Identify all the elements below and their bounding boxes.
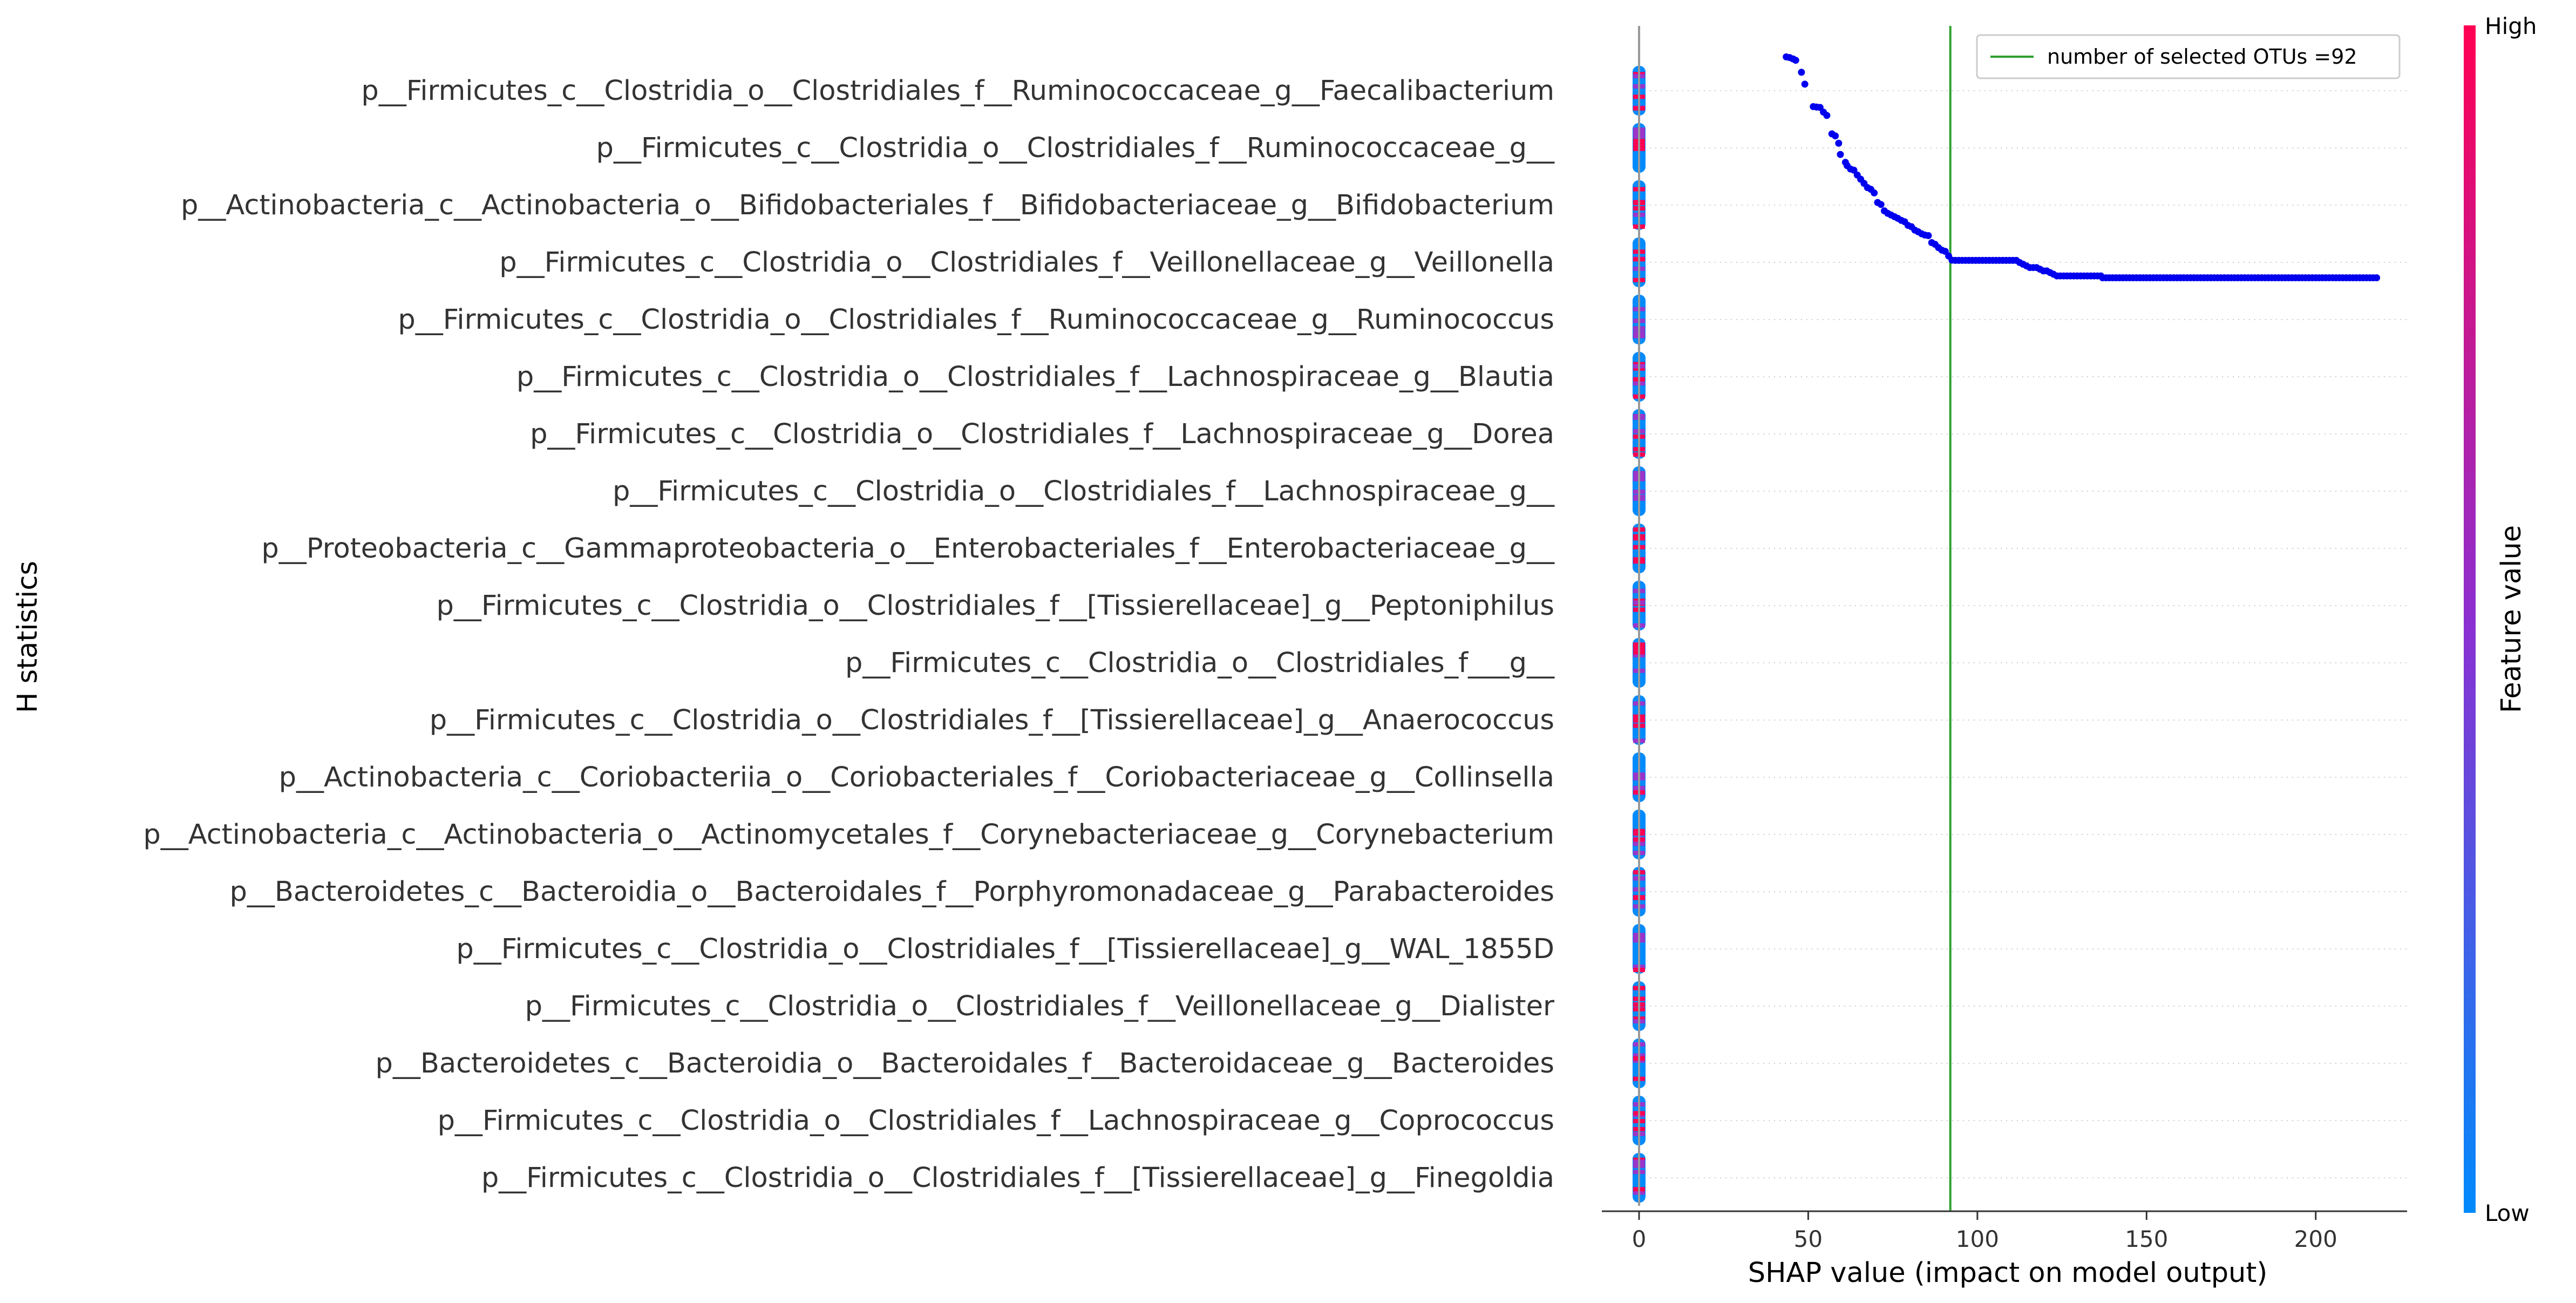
colorbar-gradient xyxy=(2464,25,2476,1213)
colorbar: High Low Feature value xyxy=(2464,13,2537,1226)
curve-point xyxy=(2373,274,2381,282)
colorbar-title: Feature value xyxy=(2496,525,2527,713)
y-axis-title: H statistics xyxy=(12,561,44,713)
feature-label: p__Firmicutes_c__Clostridia_o__Clostridi… xyxy=(525,990,1554,1022)
x-tick-label: 150 xyxy=(2125,1226,2168,1252)
curve-point xyxy=(1798,69,1805,76)
colorbar-high-label: High xyxy=(2485,13,2537,39)
feature-label: p__Firmicutes_c__Clostridia_o__Clostridi… xyxy=(530,418,1554,450)
feature-label: p__Firmicutes_c__Clostridia_o__Clostridi… xyxy=(398,304,1554,336)
feature-labels: p__Firmicutes_c__Clostridia_o__Clostridi… xyxy=(143,75,1554,1194)
curve-point xyxy=(1837,151,1844,158)
feature-label: p__Firmicutes_c__Clostridia_o__Clostridi… xyxy=(516,361,1554,393)
x-tick-label: 50 xyxy=(1794,1226,1823,1252)
curve-point xyxy=(1792,57,1799,64)
feature-label: p__Firmicutes_c__Clostridia_o__Clostridi… xyxy=(438,1105,1554,1137)
feature-label: p__Firmicutes_c__Clostridia_o__Clostridi… xyxy=(596,132,1554,164)
curve-point xyxy=(1871,189,1878,196)
gridlines xyxy=(1639,90,2407,1178)
curve-point xyxy=(1801,80,1809,88)
feature-label: p__Firmicutes_c__Clostridia_o__Clostridi… xyxy=(499,247,1554,279)
feature-label: p__Firmicutes_c__Clostridia_o__Clostridi… xyxy=(456,933,1554,965)
h-statistic-curve xyxy=(1783,26,2381,1211)
feature-label: p__Actinobacteria_c__Actinobacteria_o__A… xyxy=(143,819,1554,851)
feature-label: p__Firmicutes_c__Clostridia_o__Clostridi… xyxy=(437,590,1554,622)
legend-label: number of selected OTUs =92 xyxy=(2047,45,2357,69)
curve-point xyxy=(1823,112,1831,119)
feature-label: p__Proteobacteria_c__Gammaproteobacteria… xyxy=(261,533,1554,565)
feature-label: p__Firmicutes_c__Clostridia_o__Clostridi… xyxy=(845,647,1555,679)
feature-label: p__Bacteroidetes_c__Bacteroidia_o__Bacte… xyxy=(375,1048,1554,1080)
legend-box xyxy=(1976,34,2401,79)
colorbar-low-label: Low xyxy=(2485,1200,2530,1226)
feature-label: p__Firmicutes_c__Clostridia_o__Clostridi… xyxy=(430,704,1554,736)
x-tick-label: 0 xyxy=(1632,1226,1647,1252)
x-tick-label: 200 xyxy=(2294,1226,2337,1252)
feature-label: p__Actinobacteria_c__Actinobacteria_o__B… xyxy=(181,189,1554,221)
legend: number of selected OTUs =92 xyxy=(1976,34,2401,79)
feature-label: p__Actinobacteria_c__Coriobacteriia_o__C… xyxy=(279,762,1554,793)
feature-label: p__Firmicutes_c__Clostridia_o__Clostridi… xyxy=(361,75,1554,107)
beeswarm-strips xyxy=(1632,26,1646,1206)
x-tick-label: 100 xyxy=(1956,1226,1999,1252)
x-axis: 0 50 100 150 200 xyxy=(1602,1210,2407,1252)
feature-label: p__Firmicutes_c__Clostridia_o__Clostridi… xyxy=(481,1162,1554,1194)
feature-label: p__Bacteroidetes_c__Bacteroidia_o__Bacte… xyxy=(230,876,1554,908)
curve-point xyxy=(1835,139,1843,147)
curve-point xyxy=(1925,232,1932,239)
feature-label: p__Firmicutes_c__Clostridia_o__Clostridi… xyxy=(613,476,1554,507)
x-axis-title: SHAP value (impact on model output) xyxy=(1748,1257,2268,1289)
curve-point xyxy=(1877,201,1885,208)
curve-point xyxy=(1832,132,1839,140)
